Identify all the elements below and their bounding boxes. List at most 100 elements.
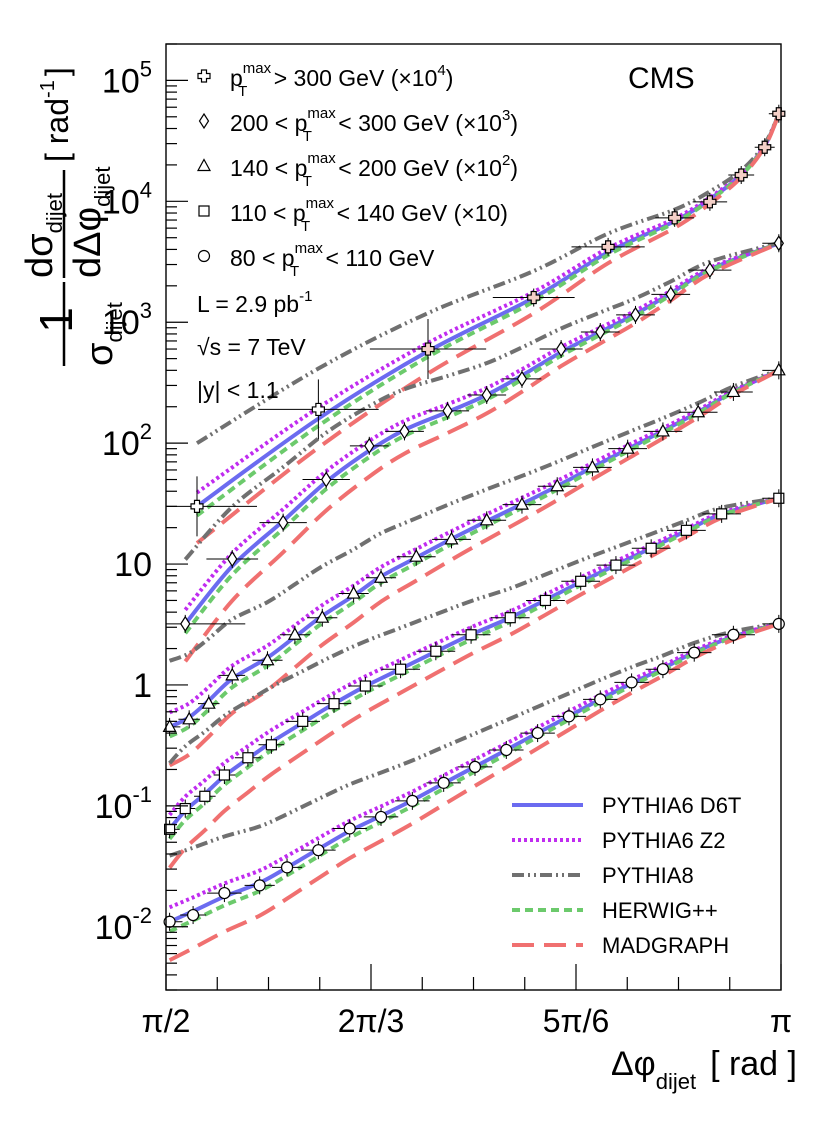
legend-pt-sup: max <box>295 240 324 257</box>
y-tick-base: 10 <box>114 546 152 584</box>
data-point-series-2 <box>762 361 786 380</box>
data-point-series-1 <box>502 369 542 388</box>
marker-square <box>575 575 587 587</box>
y-title-dphi: dΔφdijet <box>67 166 115 278</box>
x-tick-label: 5π/6 <box>543 1003 610 1039</box>
data-point-series-3 <box>234 748 261 767</box>
y-tick-label: 10-2 <box>95 903 152 947</box>
data-point-series-2 <box>365 568 397 587</box>
marker-triangle <box>620 440 635 454</box>
x-tick-label: 2π/3 <box>338 1003 405 1039</box>
marker-diamond <box>399 423 410 440</box>
y-tick-base: 10 <box>102 425 140 463</box>
legend-pt-pre: 200 < p <box>230 110 307 136</box>
model-legend-label: PYTHIA8 <box>602 863 694 888</box>
marker-square <box>645 542 657 554</box>
marker-cross <box>197 69 211 83</box>
data-point-series-3 <box>451 625 491 644</box>
marker-triangle <box>479 512 494 526</box>
data-point-series-4 <box>583 690 618 709</box>
marker-circle <box>197 249 211 263</box>
data-point-series-1 <box>259 513 307 532</box>
data-point-series-4 <box>395 791 430 810</box>
y-title-dsigma: dσdijet <box>19 193 67 278</box>
marker-diamond <box>773 235 785 252</box>
y-title-sigma-sub: dijet <box>102 302 127 342</box>
marker-cross <box>668 211 682 225</box>
mc-curve-pythia8-series-2 <box>168 368 780 663</box>
mc-curve-herwig--series-1 <box>183 241 780 635</box>
legend-pt-pre: 110 < p <box>230 200 306 226</box>
marker-diamond <box>481 386 492 404</box>
data-point-series-3 <box>561 572 601 591</box>
info-sup: -1 <box>299 288 312 305</box>
data-point-series-3 <box>348 677 383 696</box>
marker-circle <box>280 861 294 874</box>
marker-diamond <box>516 370 528 387</box>
marker-diamond <box>320 471 332 488</box>
data-point-series-1 <box>206 550 259 569</box>
legend-pt-sub: T <box>238 83 247 100</box>
data-point-series-1 <box>302 470 350 489</box>
info-line: √s = 7 TeV <box>197 334 306 360</box>
marker-diamond <box>442 402 453 419</box>
data-point-series-4 <box>180 906 207 925</box>
y-tick-label: 10 <box>114 546 152 584</box>
legend-pt-post: < 200 GeV (×10 <box>332 155 502 181</box>
data-point-series-1 <box>385 422 424 441</box>
data-point-series-4 <box>551 707 587 726</box>
data-legend-entry: pmax T > 300 GeV (×104) <box>197 60 453 100</box>
marker-square <box>179 802 191 815</box>
mc-curve-pythia8-series-4 <box>168 621 780 858</box>
data-legend-entry: 200 < pmax T < 300 GeV (×103) <box>198 105 518 145</box>
marker-cross <box>772 107 786 121</box>
legend-scale-close: ) <box>510 110 518 136</box>
mc-curve-madgraph-series-0 <box>195 113 781 545</box>
marker-triangle <box>550 478 565 492</box>
data-point-series-4 <box>271 858 303 877</box>
marker-square <box>680 524 693 536</box>
y-tick-base: 10 <box>102 183 140 221</box>
data-point-series-1 <box>349 436 389 455</box>
x-title-main: Δφ <box>611 1045 656 1083</box>
marker-circle <box>727 628 740 641</box>
marker-circle <box>374 810 388 824</box>
marker-circle <box>406 794 419 807</box>
y-title-unit-close: ] <box>39 67 75 76</box>
model-legend-entry: HERWIG++ <box>512 898 718 923</box>
marker-square <box>199 790 211 802</box>
marker-triangle <box>691 404 706 418</box>
y-tick-base: 1 <box>133 667 152 705</box>
marker-circle <box>253 879 266 892</box>
marker-square <box>359 680 371 692</box>
marker-diamond <box>277 514 289 531</box>
mc-curve-pythia8-series-3 <box>168 496 780 765</box>
y-tick-label: 10-1 <box>95 782 152 826</box>
marker-square <box>297 715 309 727</box>
marker-square <box>218 769 231 781</box>
legend-pt-pre: 80 < p <box>230 245 295 271</box>
y-title-one: 1 <box>30 307 82 333</box>
marker-diamond <box>555 340 567 358</box>
data-point-series-4 <box>301 841 336 860</box>
marker-triangle <box>771 362 786 376</box>
model-legend-entry: PYTHIA8 <box>512 863 694 888</box>
mc-curve-madgraph-series-2 <box>168 368 780 768</box>
legend-pt-sub: T <box>303 173 312 190</box>
data-point-series-4 <box>163 912 183 931</box>
data-point-series-3 <box>194 787 216 806</box>
data-point-series-4 <box>711 625 755 644</box>
data-point-series-3 <box>416 642 456 661</box>
data-point-series-0 <box>655 208 695 227</box>
marker-cross <box>601 240 615 254</box>
data-point-series-4 <box>244 876 275 895</box>
model-legend-label: MADGRAPH <box>602 933 729 958</box>
model-legend-label: PYTHIA6 Z2 <box>602 828 725 853</box>
data-point-series-0 <box>492 288 575 307</box>
marker-triangle <box>655 423 670 437</box>
legend-pt-sub: T <box>301 218 310 235</box>
data-legend-entry: 140 < pmax T < 200 GeV (×102) <box>196 150 518 190</box>
data-point-series-2 <box>338 584 369 603</box>
marker-circle <box>531 726 544 740</box>
